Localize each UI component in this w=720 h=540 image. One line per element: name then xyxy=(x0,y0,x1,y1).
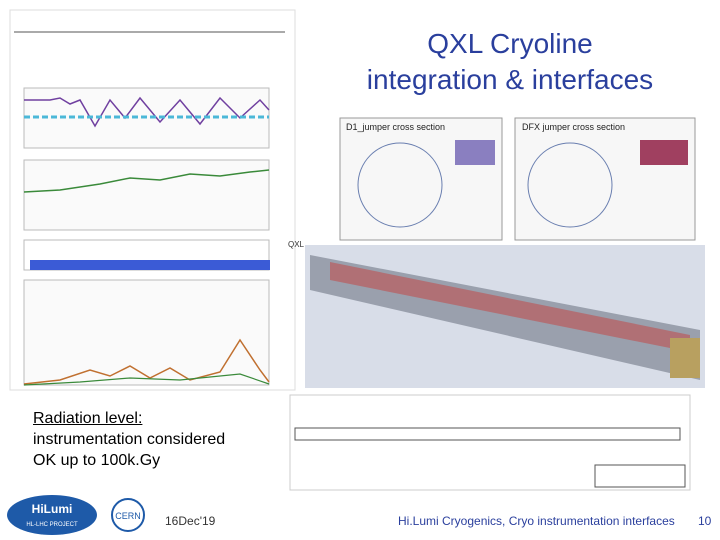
body-line: OK up to 100k.Gy xyxy=(33,452,161,469)
footer-date: 16Dec'19 xyxy=(165,514,216,528)
hilumi-sub: HL-LHC PROJECT xyxy=(26,522,78,528)
d1-cross-section xyxy=(339,117,503,241)
body-line: instrumentation considered xyxy=(33,431,226,448)
hilumi-text: HiLumi xyxy=(32,502,73,516)
d1-circle xyxy=(357,142,443,228)
dfx-circle xyxy=(527,142,613,228)
dose-curve xyxy=(24,96,270,128)
equipment xyxy=(670,338,700,378)
drawing-line xyxy=(294,427,681,441)
dfx-label: DFX jumper cross section xyxy=(522,122,625,132)
dfx-inset xyxy=(640,140,688,165)
fluence-curve xyxy=(23,169,270,193)
neutron-curve-2 xyxy=(23,373,270,386)
magnet-bar xyxy=(30,260,270,270)
d1-label: D1_jumper cross section xyxy=(346,122,445,132)
d1-inset xyxy=(455,140,495,165)
body-heading: Radiation level: xyxy=(33,410,143,427)
body-text: Radiation level: instrumentation conside… xyxy=(33,408,293,471)
dfx-cross-section xyxy=(514,117,696,241)
title-block xyxy=(594,464,686,488)
drawing xyxy=(289,394,691,491)
qxl-label: QXL xyxy=(288,240,305,249)
cryoline xyxy=(330,262,690,352)
neutron-plot xyxy=(23,279,270,386)
cern-logo xyxy=(111,498,145,532)
page-number: 10 xyxy=(698,514,712,528)
footer-text: Hi.Lumi Cryogenics, Cryo instrumentation… xyxy=(398,514,675,528)
neutron-curve xyxy=(23,338,270,385)
cern-text: CERN xyxy=(115,511,141,521)
title-line: QXL Cryoline xyxy=(427,28,593,59)
title-line: integration & interfaces xyxy=(366,64,654,95)
hilumi-logo xyxy=(7,495,97,535)
fluence-plot xyxy=(23,159,270,231)
slide-title: QXL Cryoline integration & interfaces xyxy=(320,26,700,98)
